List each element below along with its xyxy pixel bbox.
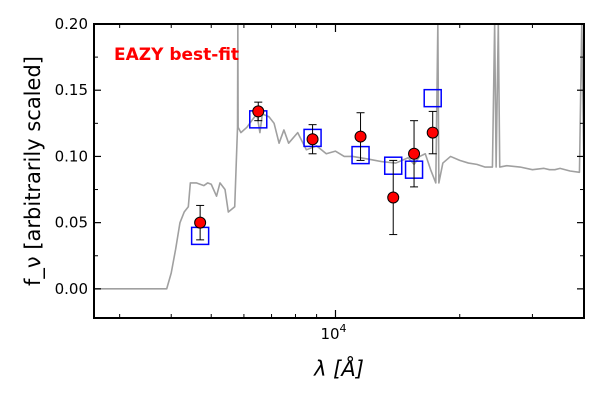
plot-frame bbox=[93, 23, 585, 319]
observed-point-1 bbox=[252, 105, 265, 118]
observed-point-2 bbox=[306, 133, 319, 146]
y-tick-label: 0.20 bbox=[55, 15, 88, 33]
y-tick-label: 0.05 bbox=[55, 214, 88, 232]
x-tick-label: 104 bbox=[320, 322, 346, 343]
annotation-eazy-best-fit: EAZY best-fit bbox=[114, 45, 239, 65]
y-axis-label: f_ν [arbitrarily scaled] bbox=[21, 56, 46, 286]
y-tick-label: 0.10 bbox=[55, 147, 88, 165]
observed-point-4 bbox=[387, 191, 400, 204]
observed-point-5 bbox=[408, 147, 421, 160]
model-spectrum-line bbox=[94, 24, 584, 290]
data-layer bbox=[94, 24, 584, 290]
model-photometry-square-6 bbox=[423, 88, 442, 108]
y-tick-label: 0.15 bbox=[55, 81, 88, 99]
observed-point-6 bbox=[426, 126, 439, 139]
observed-point-3 bbox=[354, 130, 367, 143]
y-tick-label: 0.00 bbox=[55, 280, 88, 298]
plot-area bbox=[94, 24, 584, 290]
observed-point-0 bbox=[194, 216, 207, 229]
x-axis-label: λ [Å] bbox=[313, 355, 364, 381]
